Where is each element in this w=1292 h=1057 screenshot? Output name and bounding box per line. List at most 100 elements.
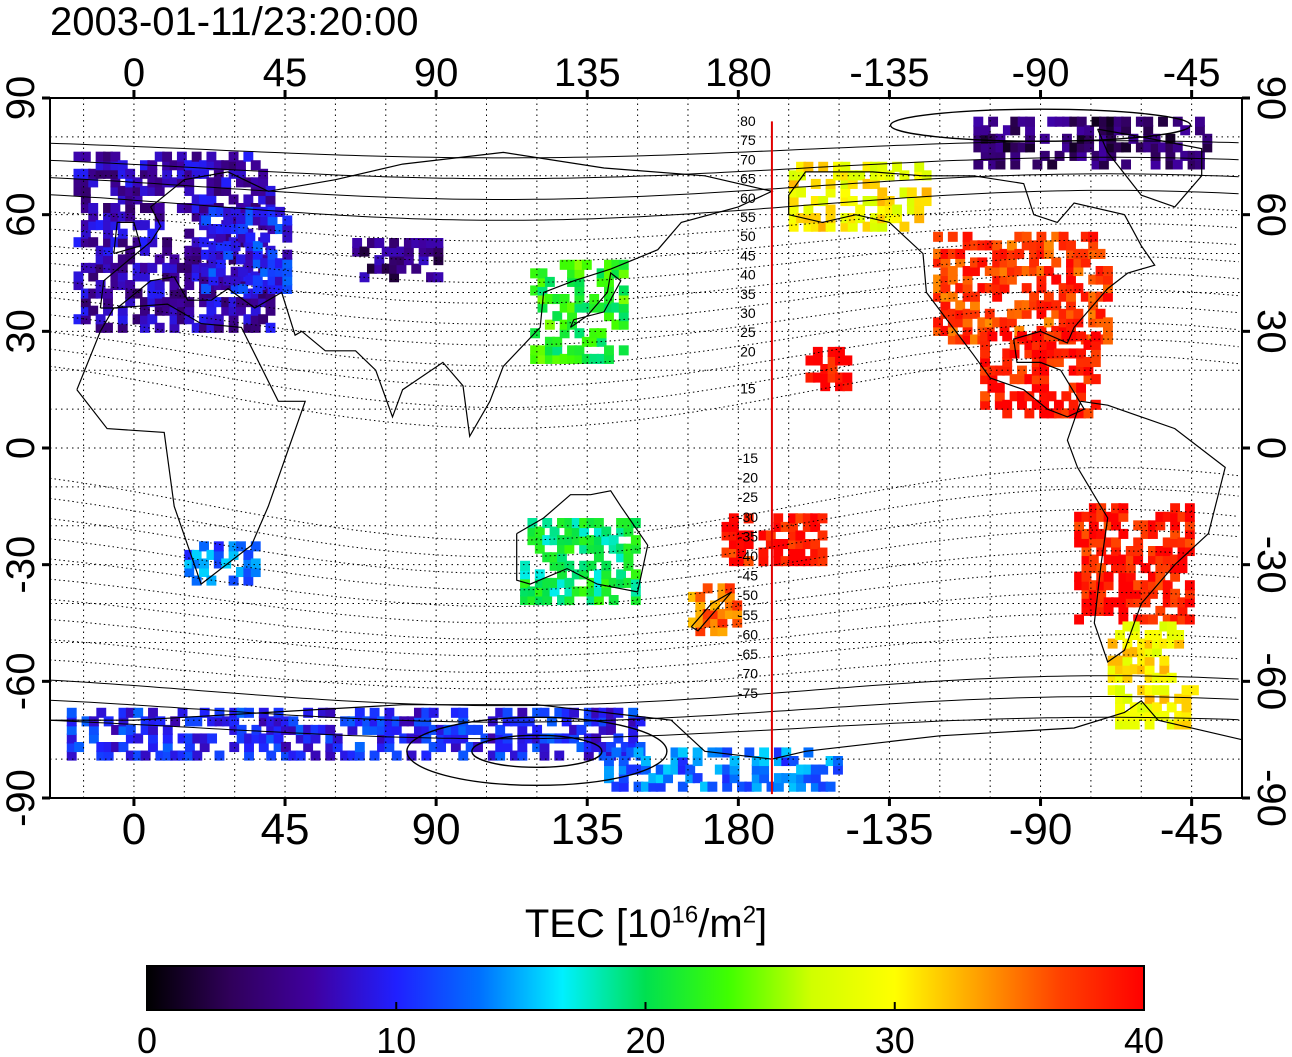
tec-region-arctic-canada: [973, 116, 1213, 170]
coastline-6: [690, 591, 733, 632]
y-tick-label-left: -90: [0, 769, 43, 827]
contour-label: -60: [738, 626, 758, 642]
y-tick-left: [42, 213, 50, 217]
y-tick-left: [42, 563, 50, 567]
contour-label: 15: [740, 381, 756, 397]
colorbar-title-main: TEC [10: [524, 902, 672, 946]
x-tick-label-top: 135: [554, 51, 621, 95]
axis-labels: 0045459090135135180180-135-135-90-90-45-…: [0, 51, 1292, 854]
tec-region-australia: [520, 518, 641, 606]
x-tick-bottom: [736, 798, 740, 806]
x-tick-top: [736, 90, 740, 98]
contour-label: 60: [740, 190, 756, 206]
coastline-4: [569, 271, 622, 328]
contour-label: -30: [738, 509, 758, 525]
y-tick-label-right: 0: [1249, 437, 1292, 459]
y-tick-right: [1242, 679, 1250, 683]
contour-label: 40: [740, 267, 756, 283]
x-tick-label-bottom: 135: [551, 805, 624, 854]
y-tick-right: [1242, 446, 1250, 450]
coastline-3: [113, 221, 142, 255]
x-tick-bottom: [1190, 798, 1194, 806]
colorbar-tick-label: 40: [1124, 1020, 1164, 1057]
y-tick-label-left: -30: [0, 536, 43, 594]
contour-lines: [50, 108, 1239, 787]
contour-label: 30: [740, 305, 756, 321]
contour-label: 55: [740, 209, 756, 225]
x-tick-bottom: [887, 798, 891, 806]
contour-label: 65: [740, 171, 756, 187]
y-tick-right: [1242, 563, 1250, 567]
x-tick-label-top: -135: [849, 51, 929, 95]
colorbar-tick-label: 20: [625, 1020, 665, 1057]
x-tick-label-bottom: -45: [1160, 805, 1224, 854]
x-tick-label-bottom: -135: [845, 805, 933, 854]
contour-label: 80: [740, 113, 756, 129]
x-tick-label-top: 90: [414, 51, 459, 95]
contour-label: -65: [738, 646, 758, 662]
tec-region-antarctic-ross: [604, 747, 843, 792]
contour-label: -35: [738, 528, 758, 544]
y-tick-label-left: 90: [0, 76, 43, 121]
x-tick-label-top: -45: [1163, 51, 1221, 95]
x-tick-top: [132, 90, 136, 98]
x-tick-bottom: [132, 798, 136, 806]
tec-region-patagonia: [1107, 621, 1185, 683]
contour-label: 20: [740, 343, 756, 359]
y-tick-label-left: 0: [0, 437, 43, 459]
x-tick-top: [1039, 90, 1043, 98]
x-tick-label-top: -90: [1012, 51, 1070, 95]
y-tick-label-right: -30: [1249, 536, 1292, 594]
tec-region-antarctic-peninsula: [1107, 685, 1199, 730]
contour-label: -50: [738, 587, 758, 603]
contour-labels: 80 75 70 65 60 55 50 45 40 35 30 25 20 15 -15 -20 -25 -30…: [738, 113, 758, 701]
x-tick-bottom: [434, 798, 438, 806]
x-tick-label-bottom: -90: [1009, 805, 1073, 854]
x-tick-label-top: 0: [123, 51, 145, 95]
plot-title: 2003-01-11/23:20:00: [50, 0, 419, 44]
colorbar-tick-label: 10: [376, 1020, 416, 1057]
coastline-1: [76, 303, 307, 586]
contour-label: 35: [740, 286, 756, 302]
contour-label: 50: [740, 228, 756, 244]
tec-region-southern-africa: [184, 541, 261, 586]
y-tick-label-right: 60: [1249, 192, 1292, 237]
y-tick-label-right: -60: [1249, 652, 1292, 710]
coastline-2: [99, 151, 774, 439]
contour-label: -55: [738, 607, 758, 623]
colorbar-ticks: 0 10 20 30 40: [137, 1002, 1164, 1057]
coastline-7: [788, 171, 1156, 418]
y-tick-right: [1242, 213, 1250, 217]
map-ticks: [42, 90, 1250, 806]
y-tick-left: [42, 329, 50, 333]
contour-label: -70: [738, 666, 758, 682]
map-grid: [50, 98, 1242, 798]
y-tick-right: [1242, 329, 1250, 333]
contour-label: 25: [740, 324, 756, 340]
colorbar-tick-label: 30: [875, 1020, 915, 1057]
tec-region-antarctic-coast: [66, 707, 646, 761]
colorbar-title-exponent: 16: [671, 901, 699, 929]
contour-label: -20: [738, 470, 758, 486]
x-tick-top: [1190, 90, 1194, 98]
tec-region-eastern-europe: [201, 206, 293, 294]
colorbar-title-unit-exponent: 2: [742, 901, 757, 929]
tec-region-north-america: [933, 231, 1113, 345]
contour-label: -25: [738, 489, 758, 505]
y-tick-label-left: 60: [0, 192, 43, 237]
y-tick-left: [42, 446, 50, 450]
contour-label: -15: [738, 450, 758, 466]
contour-label: 75: [740, 132, 756, 148]
y-tick-label-right: 90: [1249, 76, 1292, 121]
coastline-9: [1097, 128, 1203, 208]
y-tick-label-left: -60: [0, 652, 43, 710]
tec-region-south-america: [1074, 503, 1195, 625]
y-tick-left: [42, 796, 50, 800]
x-tick-label-bottom: 0: [122, 805, 146, 854]
tec-data-layer: [66, 116, 1213, 792]
y-tick-left: [42, 679, 50, 683]
y-tick-label-left: 30: [0, 309, 43, 354]
y-tick-label-right: 30: [1249, 309, 1292, 354]
x-tick-label-top: 180: [705, 51, 772, 95]
